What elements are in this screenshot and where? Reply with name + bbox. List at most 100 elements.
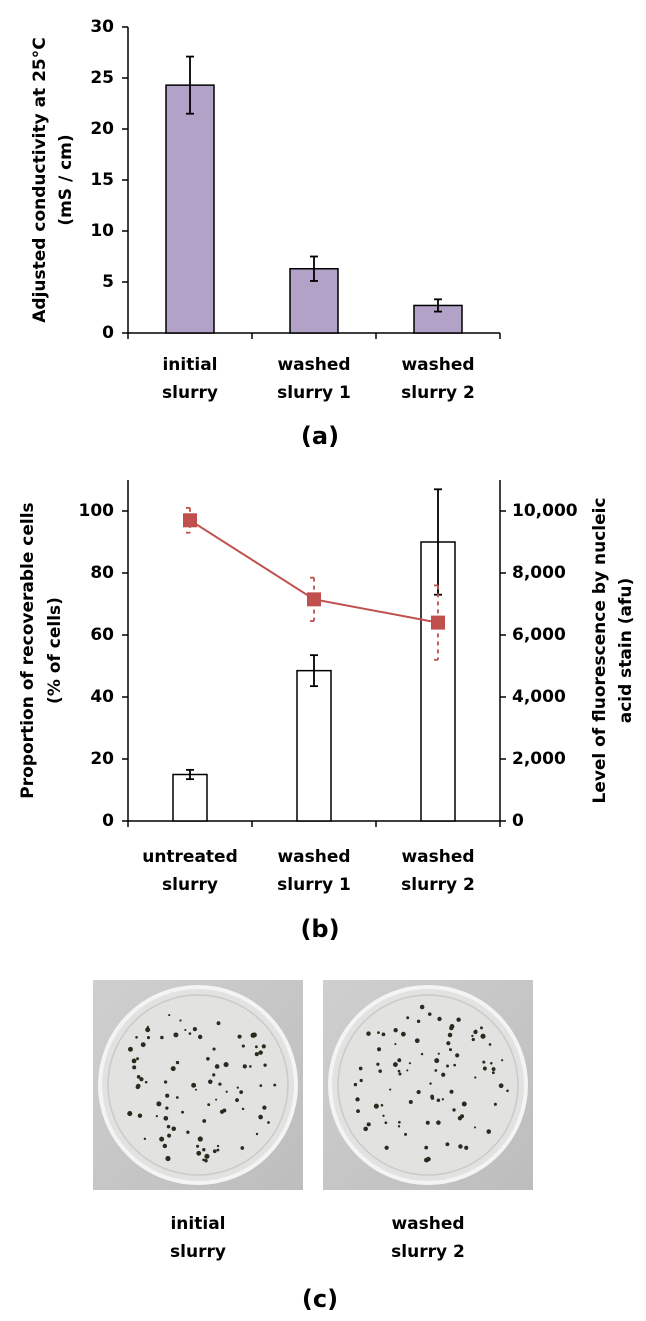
colony: [392, 1062, 398, 1068]
colony: [458, 1144, 463, 1149]
colony: [376, 1062, 380, 1066]
colony: [131, 1058, 137, 1064]
colony: [273, 1083, 277, 1087]
y-axis-label: Adjusted conductivity at 25°C: [30, 37, 50, 322]
y2-tick-label: 0: [512, 811, 524, 831]
colony: [145, 1027, 151, 1033]
photo-caption: washed slurry 2: [391, 1214, 465, 1262]
colony: [359, 1078, 363, 1083]
colony: [389, 1088, 392, 1091]
colony: [155, 1115, 158, 1118]
colony: [480, 1033, 486, 1039]
colony: [482, 1066, 487, 1071]
marker: [183, 513, 197, 528]
colony: [398, 1120, 401, 1124]
colony: [416, 1089, 421, 1095]
colony: [416, 1019, 421, 1024]
colony: [144, 1080, 148, 1084]
colony: [206, 1056, 210, 1061]
petri-rim: [107, 994, 289, 1176]
colony: [216, 1144, 220, 1148]
colony: [166, 1124, 171, 1129]
colony: [429, 1082, 432, 1085]
colony: [373, 1103, 379, 1109]
colony: [241, 1107, 245, 1111]
colony: [175, 1060, 180, 1065]
colony: [493, 1102, 497, 1106]
colony: [424, 1145, 429, 1150]
colony: [430, 1094, 435, 1099]
colony: [419, 1004, 425, 1010]
colony: [446, 1064, 450, 1068]
colony: [191, 1082, 197, 1088]
colony: [384, 1145, 389, 1150]
y-axis-label: (% of cells): [45, 597, 65, 704]
colony: [406, 1069, 409, 1072]
colony: [490, 1061, 493, 1065]
y2-tick-label: 2,000: [512, 749, 566, 769]
colony: [353, 1082, 358, 1087]
colony: [212, 1073, 216, 1077]
colony: [449, 1089, 454, 1094]
colony: [461, 1101, 467, 1107]
petri-rim: [337, 994, 519, 1176]
colony: [159, 1136, 165, 1142]
colony: [267, 1121, 270, 1124]
y2-axis-label: Level of fluorescence by nucleic: [590, 497, 610, 803]
colony: [175, 1096, 179, 1099]
colony: [381, 1032, 386, 1037]
y-axis-label: (mS / cm): [56, 134, 76, 225]
colony: [473, 1126, 477, 1129]
y2-tick-label: 6,000: [512, 625, 566, 645]
colony: [202, 1119, 207, 1123]
colony: [394, 1043, 397, 1046]
colony: [137, 1113, 143, 1118]
colony: [196, 1150, 202, 1156]
colony: [356, 1109, 360, 1114]
colony: [393, 1028, 398, 1033]
y-tick-label: 80: [90, 563, 114, 583]
colony: [239, 1090, 244, 1094]
x-tick-label: initial slurry: [162, 355, 218, 403]
colony: [223, 1062, 229, 1068]
colony: [140, 1042, 146, 1048]
colony: [378, 1069, 382, 1073]
y-tick-label: 30: [90, 17, 114, 37]
colony: [165, 1106, 169, 1110]
colony: [459, 1114, 465, 1119]
colony: [188, 1032, 192, 1035]
colony: [449, 1024, 455, 1029]
colony: [171, 1126, 176, 1132]
y-tick-label: 20: [90, 749, 114, 769]
colony: [491, 1071, 495, 1075]
colony: [420, 1052, 424, 1056]
panel-label: (b): [300, 915, 339, 943]
colony: [139, 1077, 144, 1082]
colony: [474, 1076, 477, 1079]
bar: [296, 669, 332, 822]
colony: [380, 1103, 384, 1107]
colony: [506, 1089, 509, 1093]
colony: [240, 1146, 245, 1150]
y2-tick-label: 8,000: [512, 563, 566, 583]
colony: [181, 1110, 185, 1114]
colony: [397, 1069, 401, 1073]
colony: [254, 1052, 259, 1057]
colony: [216, 1148, 220, 1152]
y-tick-label: 15: [90, 170, 114, 190]
y2-axis-label: acid stain (afu): [616, 578, 636, 724]
x-tick-label: washed slurry 1: [277, 355, 351, 403]
colony: [491, 1067, 496, 1072]
colony: [132, 1065, 137, 1070]
x-tick-label: washed slurry 2: [401, 847, 475, 895]
y-tick-label: 0: [102, 811, 114, 831]
colony: [436, 1098, 441, 1102]
colony: [366, 1031, 371, 1036]
colony: [237, 1034, 242, 1039]
colony: [136, 1057, 139, 1061]
colony: [455, 1053, 460, 1058]
colony: [196, 1144, 200, 1148]
colony: [214, 1064, 220, 1069]
colony: [498, 1083, 504, 1089]
